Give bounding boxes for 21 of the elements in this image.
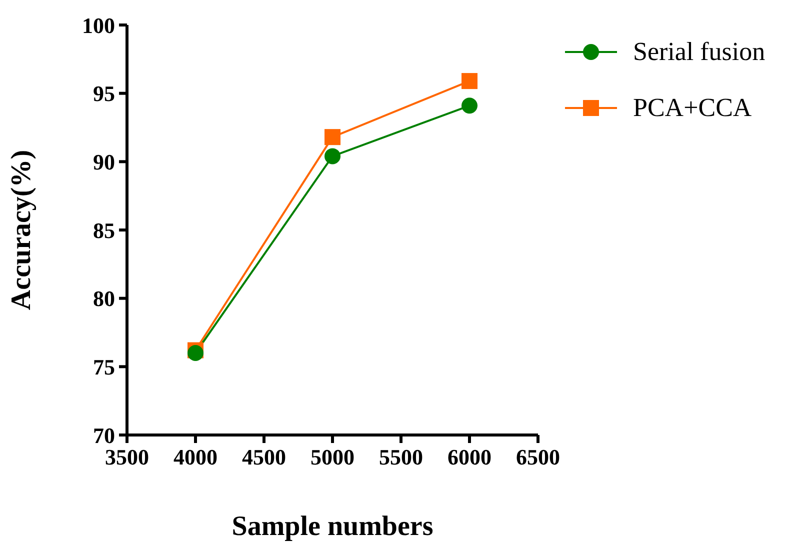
y-tick-label: 90 [93, 149, 115, 174]
point [324, 148, 340, 164]
x-tick-label: 5000 [310, 444, 354, 470]
x-tick-label: 6000 [448, 444, 492, 470]
x-tick-label: 4500 [242, 444, 286, 470]
point [462, 98, 478, 114]
y-tick-label: 80 [93, 286, 115, 312]
point [324, 129, 340, 146]
x-tick-label: 4000 [174, 444, 218, 470]
y-tick-label: 100 [82, 12, 115, 38]
point [462, 73, 478, 90]
x-tick-label: 5500 [379, 444, 423, 470]
y-axis-title: Accuracy(%) [6, 150, 37, 310]
y-tick-label: 85 [93, 218, 115, 243]
legend-label: PCA+CCA [633, 93, 752, 123]
y-tick-label: 95 [93, 81, 115, 106]
point [188, 345, 204, 361]
legend-label: Serial fusion [633, 37, 766, 67]
y-tick-label: 75 [93, 354, 115, 380]
x-axis-title: Sample numbers [232, 511, 434, 542]
x-tick-label: 6500 [516, 444, 560, 470]
